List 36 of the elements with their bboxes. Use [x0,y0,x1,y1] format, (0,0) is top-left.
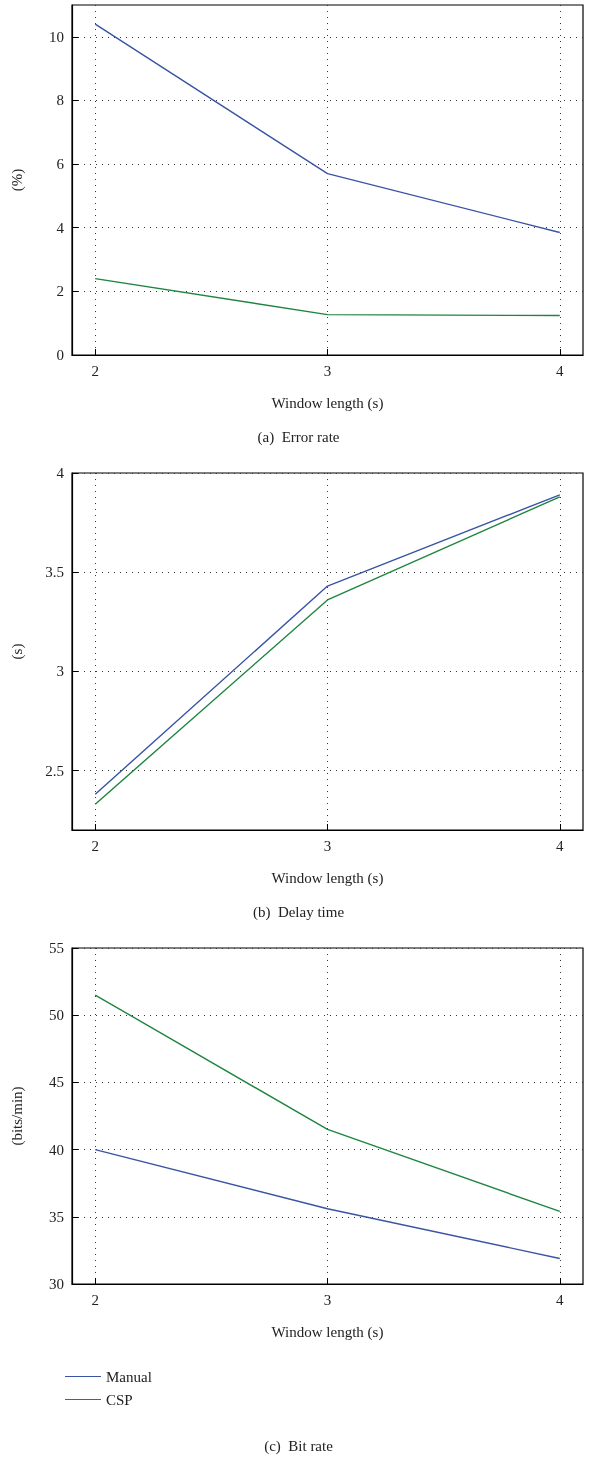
text: (a) Error rate [257,428,340,446]
x-tick-label: 4 [556,362,565,379]
y-tick-label: 45 [49,1074,64,1091]
y-tick-label: 6 [56,156,65,173]
y-tick-label: 4 [56,465,65,481]
y-tick-label: 3.5 [45,564,64,581]
text: (b) Delay time [252,903,345,921]
x-tick-label: 2 [91,1291,99,1308]
y-tick-label: 4 [56,219,65,236]
y-tick-label: 35 [49,1208,64,1225]
y-tick-label: 55 [49,940,64,956]
y-tick-label: 10 [49,28,64,45]
y-tick-label: 2 [56,283,64,300]
x-tick-label: 2 [91,837,99,854]
y-tick-label: 3 [56,663,64,680]
x-axis-title: Window length (s) [271,394,384,412]
y-tick-label: 8 [56,92,64,109]
y-tick-label: 50 [49,1007,64,1024]
x-tick-label: 2 [91,362,99,379]
legend-label: Manual [106,1368,152,1385]
y-axis-title: (s) [8,643,26,660]
y-tick-label: 40 [49,1141,64,1158]
legend-label: CSP [106,1391,133,1408]
y-axis-title: (bits/min) [8,1086,26,1146]
x-tick-label: 4 [556,837,565,854]
x-tick-label: 3 [323,837,332,854]
x-axis-title: Window length (s) [271,1323,384,1341]
x-tick-label: 4 [556,1291,565,1308]
y-tick-label: 30 [49,1276,64,1292]
text: (c) Bit rate [264,1437,334,1455]
x-tick-label: 3 [323,362,332,379]
y-axis-title: (%) [8,168,26,192]
x-tick-label: 3 [323,1291,332,1308]
y-tick-label: 2.5 [45,762,64,779]
x-axis-title: Window length (s) [271,869,384,887]
y-tick-label: 0 [56,347,64,363]
